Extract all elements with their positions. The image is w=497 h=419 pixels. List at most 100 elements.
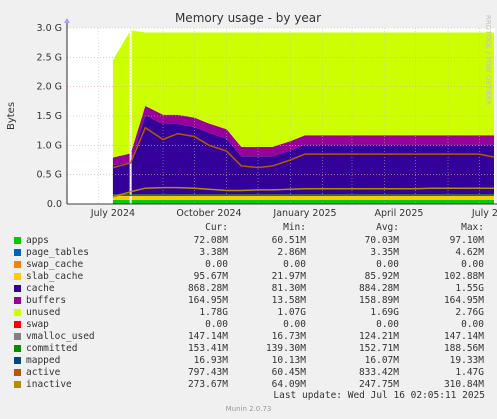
legend-label: vmalloc_used — [26, 331, 95, 342]
y-tick-label: 0.5 G — [37, 170, 63, 181]
legend-swatch — [14, 369, 21, 376]
legend-label: swap — [26, 319, 49, 330]
y-tick-label: 3.0 G — [37, 23, 63, 34]
last-update: Last update: Wed Jul 16 02:05:11 2025 — [273, 390, 485, 401]
legend-label: page_tables — [26, 247, 89, 258]
y-tick-label: 1.0 G — [37, 140, 63, 151]
legend-header-cur: Cur: — [205, 222, 228, 233]
legend-value-max: 0.00 — [461, 259, 484, 270]
legend-header-min: Min: — [283, 222, 306, 233]
legend-value-max: 164.95M — [443, 295, 484, 306]
legend-row-buffers: buffers 164.95M 13.58M 158.89M 164.95M — [0, 295, 497, 307]
legend-value-min: 60.45M — [271, 367, 306, 378]
legend-label: active — [26, 367, 61, 378]
legend-label: buffers — [26, 295, 67, 306]
legend-value-min: 81.30M — [271, 283, 306, 294]
legend-row-slab-cache: slab_cache 95.67M 21.97M 85.92M 102.88M — [0, 271, 497, 283]
area-apps — [112, 199, 495, 204]
legend-row-committed: committed 153.41M 139.30M 152.71M 188.56M — [0, 343, 497, 355]
legend-value-min: 13.58M — [271, 295, 306, 306]
legend-value-avg: 3.35M — [370, 247, 399, 258]
legend-swatch — [14, 357, 21, 364]
legend-value-min: 21.97M — [271, 271, 306, 282]
y-tick-label: 0.0 — [47, 199, 62, 210]
y-tick-label: 2.0 G — [37, 82, 63, 93]
legend-value-min: 0.00 — [283, 259, 306, 270]
legend-value-min: 2.86M — [277, 247, 306, 258]
legend-label: swap_cache — [26, 259, 84, 270]
legend-value-cur: 273.67M — [187, 379, 228, 390]
legend-row-mapped: mapped 16.93M 10.13M 16.07M 19.33M — [0, 355, 497, 367]
line-active — [112, 126, 495, 169]
legend-value-cur: 72.08M — [193, 235, 228, 246]
legend-value-cur: 0.00 — [205, 319, 228, 330]
y-tick-label: 2.5 G — [37, 52, 63, 63]
legend-row-active: active 797.43M 60.45M 833.42M 1.47G — [0, 367, 497, 379]
legend-value-avg: 247.75M — [358, 379, 399, 390]
legend-value-min: 64.09M — [271, 379, 306, 390]
legend-label: mapped — [26, 355, 61, 366]
legend-value-max: 97.10M — [449, 235, 484, 246]
legend-row-unused: unused 1.78G 1.07G 1.69G 2.76G — [0, 307, 497, 319]
legend-value-avg: 833.42M — [358, 367, 399, 378]
y-axis-label: Bytes — [6, 102, 17, 130]
legend-row-swap-cache: swap_cache 0.00 0.00 0.00 0.00 — [0, 259, 497, 271]
rrdtool-credit: RRDTOOL / TOBI OETIKER — [484, 15, 492, 105]
legend-value-cur: 0.00 — [205, 259, 228, 270]
legend-swatch — [14, 333, 21, 340]
legend-value-min: 1.07G — [277, 307, 306, 318]
legend-label: committed — [26, 343, 78, 354]
line-inactive — [112, 186, 494, 198]
legend-value-cur: 797.43M — [187, 367, 228, 378]
legend-value-min: 16.73M — [271, 331, 306, 342]
legend-value-cur: 147.14M — [187, 331, 228, 342]
legend-swatch — [14, 381, 21, 388]
legend-value-min: 139.30M — [265, 343, 306, 354]
legend-value-cur: 164.95M — [187, 295, 228, 306]
legend-header-avg: Avg: — [376, 222, 399, 233]
legend-value-avg: 0.00 — [376, 319, 399, 330]
legend-value-max: 310.84M — [443, 379, 484, 390]
legend-row-vmalloc-used: vmalloc_used 147.14M 16.73M 124.21M 147.14M — [0, 331, 497, 343]
legend-value-avg: 124.21M — [358, 331, 399, 342]
legend-value-cur: 95.67M — [193, 271, 228, 282]
legend-swatch — [14, 249, 21, 256]
legend-header-max: Max: — [461, 222, 484, 233]
legend-value-max: 147.14M — [443, 331, 484, 342]
legend-swatch — [14, 285, 21, 292]
legend-label: slab_cache — [26, 271, 84, 282]
legend-value-max: 102.88M — [443, 271, 484, 282]
legend-row-cache: cache 868.28M 81.30M 884.28M 1.55G — [0, 283, 497, 295]
legend-row-page-tables: page_tables 3.38M 2.86M 3.35M 4.62M — [0, 247, 497, 259]
legend-value-avg: 884.28M — [358, 283, 399, 294]
x-tick-label: July 2025 — [471, 208, 497, 219]
legend-value-max: 0.00 — [461, 319, 484, 330]
legend-value-avg: 1.69G — [370, 307, 399, 318]
legend-value-max: 188.56M — [443, 343, 484, 354]
legend-label: inactive — [26, 379, 72, 390]
legend-label: unused — [26, 307, 61, 318]
legend-label: apps — [26, 235, 49, 246]
y-tick-label: 1.5 G — [37, 111, 63, 122]
memory-usage-chart: 0.0 0.5 G 1.0 G 1.5 G 2.0 G 2.5 G 3.0 G July 20… — [6, 11, 497, 219]
legend-value-max: 4.62M — [455, 247, 484, 258]
legend-row-apps: apps 72.08M 60.51M 70.03M 97.10M — [0, 235, 497, 247]
legend-value-avg: 16.07M — [364, 355, 399, 366]
x-tick-label: July 2024 — [90, 208, 135, 219]
x-tick-label: October 2024 — [176, 208, 241, 219]
legend-value-cur: 3.38M — [199, 247, 228, 258]
legend-value-min: 0.00 — [283, 319, 306, 330]
legend-value-max: 1.55G — [455, 283, 484, 294]
legend-value-max: 1.47G — [455, 367, 484, 378]
legend-swatch — [14, 261, 21, 268]
legend-swatch — [14, 345, 21, 352]
legend-label: cache — [26, 283, 55, 294]
legend-value-avg: 158.89M — [358, 295, 399, 306]
legend-swatch — [14, 309, 21, 316]
legend-value-avg: 70.03M — [364, 235, 399, 246]
legend-value-max: 19.33M — [449, 355, 484, 366]
legend-swatch — [14, 237, 21, 244]
chart-title: Memory usage - by year — [175, 11, 321, 25]
legend-swatch — [14, 321, 21, 328]
